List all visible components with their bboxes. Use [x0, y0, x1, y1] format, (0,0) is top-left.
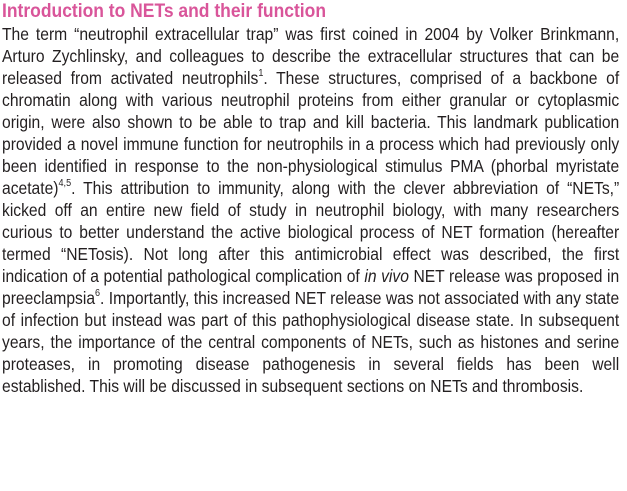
paragraph-text-1: The term “neutrophil extracellular trap”… — [2, 24, 620, 88]
section-heading: Introduction to NETs and their function — [2, 1, 326, 22]
paragraph-text-2: . These structures, comprised of a backb… — [2, 68, 620, 198]
body-paragraph: The term “neutrophil extracellular trap”… — [2, 23, 619, 397]
citation-4-5: 4,5 — [58, 178, 72, 190]
paragraph-text-5: . Importantly, this increased NET releas… — [2, 288, 620, 396]
citation-1: 1 — [258, 68, 264, 80]
paragraph-text-4: NET release was proposed in preeclampsia — [2, 266, 620, 308]
paragraph-text-3: . This attribution to immunity, along wi… — [2, 178, 620, 286]
citation-6: 6 — [95, 288, 101, 300]
italic-in-vivo: in vivo — [364, 266, 409, 286]
